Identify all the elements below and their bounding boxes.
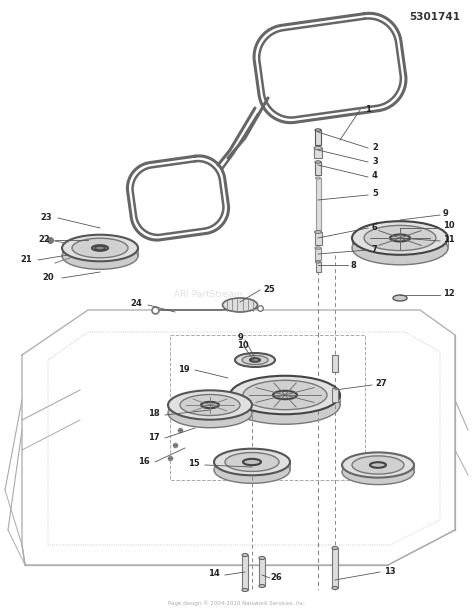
Text: 14: 14 (208, 569, 220, 579)
Ellipse shape (214, 449, 290, 475)
Text: 7: 7 (372, 245, 378, 254)
Bar (316, 178, 321, 230)
Ellipse shape (342, 459, 414, 485)
Ellipse shape (222, 298, 257, 312)
Text: 9: 9 (238, 332, 244, 341)
Bar (242, 555, 248, 590)
Bar (315, 162, 321, 175)
Text: 18: 18 (148, 409, 160, 419)
Ellipse shape (273, 391, 297, 399)
Ellipse shape (243, 380, 327, 409)
Ellipse shape (235, 353, 275, 367)
Ellipse shape (230, 376, 340, 414)
Text: 21: 21 (20, 254, 32, 264)
Text: 3: 3 (372, 156, 378, 166)
Bar (332, 355, 338, 372)
Ellipse shape (315, 247, 321, 249)
Ellipse shape (259, 557, 265, 560)
Bar (170, 335, 365, 480)
Bar (315, 130, 321, 145)
Ellipse shape (352, 231, 448, 265)
Text: 16: 16 (138, 457, 150, 465)
Text: 11: 11 (443, 235, 455, 243)
Ellipse shape (225, 452, 279, 471)
Ellipse shape (92, 245, 108, 251)
Text: 5: 5 (372, 189, 378, 199)
Ellipse shape (95, 246, 105, 250)
Text: 20: 20 (42, 273, 54, 281)
Ellipse shape (62, 243, 138, 269)
Bar (332, 548, 338, 588)
Ellipse shape (180, 395, 240, 416)
Bar (315, 248, 321, 260)
Bar (314, 148, 322, 158)
Ellipse shape (352, 221, 448, 255)
Bar (332, 388, 338, 402)
Text: 1: 1 (365, 105, 371, 115)
Ellipse shape (315, 230, 321, 234)
Bar (315, 232, 322, 245)
Text: 15: 15 (188, 460, 200, 468)
Ellipse shape (393, 295, 407, 301)
Ellipse shape (168, 390, 252, 420)
Ellipse shape (72, 238, 128, 258)
Text: 2: 2 (372, 142, 378, 151)
Text: 4: 4 (372, 172, 378, 180)
Ellipse shape (230, 386, 340, 424)
Text: Page design © 2004-2010 Naiswork Services, Inc.: Page design © 2004-2010 Naiswork Service… (168, 600, 306, 606)
Ellipse shape (316, 261, 320, 263)
Bar (259, 558, 265, 586)
Text: 9: 9 (443, 208, 449, 218)
Ellipse shape (250, 358, 260, 362)
Text: 12: 12 (443, 289, 455, 297)
Ellipse shape (242, 588, 248, 592)
Text: 10: 10 (237, 341, 249, 351)
Text: ARI PartStream: ARI PartStream (174, 290, 243, 299)
Ellipse shape (370, 462, 386, 468)
Ellipse shape (342, 452, 414, 478)
Text: 23: 23 (40, 213, 52, 221)
Ellipse shape (62, 235, 138, 261)
Ellipse shape (315, 129, 321, 131)
Text: 27: 27 (375, 379, 387, 389)
Ellipse shape (259, 585, 265, 587)
Ellipse shape (332, 547, 338, 549)
Text: 22: 22 (38, 235, 50, 243)
Ellipse shape (242, 356, 268, 365)
Ellipse shape (315, 161, 321, 163)
Bar (316, 262, 321, 272)
Text: 5301741: 5301741 (409, 12, 460, 22)
Text: 24: 24 (130, 300, 142, 308)
Text: 19: 19 (178, 365, 190, 373)
Ellipse shape (242, 554, 248, 557)
Ellipse shape (390, 235, 410, 242)
Text: 13: 13 (384, 566, 396, 576)
Text: 17: 17 (148, 433, 160, 441)
Ellipse shape (214, 457, 290, 483)
Ellipse shape (314, 147, 322, 150)
Text: 26: 26 (270, 573, 282, 582)
Text: 8: 8 (351, 261, 357, 270)
Text: 6: 6 (372, 223, 378, 232)
Text: 10: 10 (443, 221, 455, 230)
Ellipse shape (243, 459, 261, 465)
Text: 25: 25 (263, 284, 275, 294)
Ellipse shape (332, 587, 338, 590)
Ellipse shape (352, 456, 404, 474)
Ellipse shape (316, 177, 320, 179)
Ellipse shape (364, 226, 436, 251)
Ellipse shape (168, 398, 252, 428)
Ellipse shape (201, 402, 219, 408)
